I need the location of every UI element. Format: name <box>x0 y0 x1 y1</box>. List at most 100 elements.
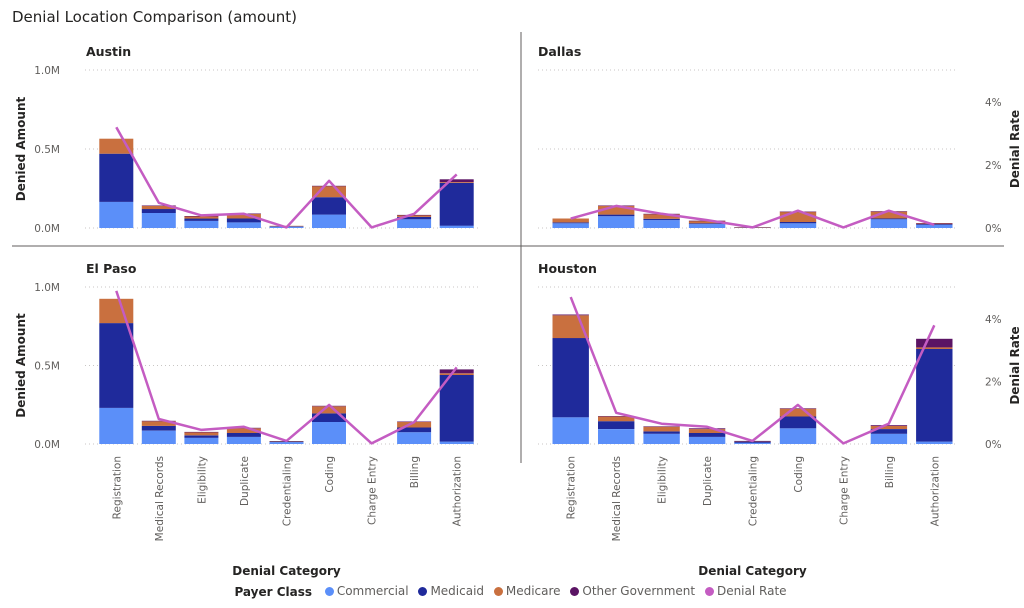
x-tick-label: Coding <box>793 456 805 493</box>
bar-other-government-authorization <box>439 369 474 374</box>
bar-other-government-coding <box>312 185 346 187</box>
bar-other-government-authorization <box>916 338 953 348</box>
bar-medicare-billing <box>870 425 908 429</box>
bar-medicare-duplicate <box>688 429 726 433</box>
bar-medicaid-coding <box>312 413 346 422</box>
bar-medicaid-billing <box>397 427 432 433</box>
bar-medicaid-authorization <box>439 374 474 442</box>
bar-medicaid-registration <box>552 338 589 418</box>
bar-commercial-billing <box>870 219 908 228</box>
x-tick-label: Authorization <box>929 456 941 526</box>
bar-medicaid-authorization <box>916 349 953 442</box>
denial-rate-line <box>115 290 458 445</box>
bar-medicare-billing <box>397 215 432 217</box>
bar-commercial-eligibility <box>184 437 219 444</box>
legend-label: Medicare <box>505 584 561 598</box>
bar-medicare-duplicate <box>688 220 726 224</box>
bar-commercial-registration <box>552 223 589 228</box>
bar-medicaid-registration <box>99 323 134 408</box>
bar-other-government-authorization <box>439 179 474 183</box>
bar-commercial-credentialing <box>734 442 771 444</box>
bar-other-government-registration <box>552 314 589 316</box>
bar-commercial-duplicate <box>688 436 726 444</box>
bar-medicare-eligibility <box>184 432 219 436</box>
legend-item-denial-rate[interactable]: Denial Rate <box>704 584 787 598</box>
bar-commercial-authorization <box>439 225 474 228</box>
bar-commercial-coding <box>312 214 346 228</box>
y-tick-label: 0.0M <box>34 439 60 451</box>
x-tick-label: Coding <box>324 456 336 493</box>
bar-medicare-registration <box>552 218 589 223</box>
panel-title: Austin <box>86 44 131 59</box>
bar-medicaid-eligibility <box>184 435 219 438</box>
bar-medicare-eligibility <box>184 216 219 219</box>
bar-other-government-billing <box>870 425 908 426</box>
bar-commercial-billing <box>397 432 432 444</box>
bar-medicaid-billing <box>870 218 908 220</box>
x-tick-label: Registration <box>111 456 123 519</box>
bar-medicaid-eligibility <box>184 218 219 221</box>
bar-medicaid-medical-records <box>598 214 635 217</box>
bar-other-government-duplicate <box>688 428 726 430</box>
y2-tick-label: 0% <box>985 439 1002 451</box>
x-tick-label: Medical Records <box>611 456 623 541</box>
legend-label: Denial Rate <box>716 584 787 598</box>
bar-commercial-medical-records <box>141 430 176 444</box>
bar-medicare-eligibility <box>643 214 680 219</box>
legend-dot-icon <box>570 586 580 596</box>
legend-label: Commercial <box>336 584 409 598</box>
x-tick-label: Credentialing <box>748 456 760 526</box>
bar-medicaid-authorization <box>439 183 474 226</box>
bar-medicare-coding <box>312 186 346 198</box>
x-tick-label: Medical Records <box>154 456 166 541</box>
bar-medicare-registration <box>99 298 134 324</box>
bar-other-government-medical-records <box>141 420 176 422</box>
x-tick-label: Eligibility <box>657 456 669 504</box>
bar-commercial-credentialing <box>269 442 304 444</box>
panel-title: Houston <box>538 261 597 276</box>
x-axis-title: Denial Category <box>232 564 341 578</box>
legend-item-medicaid[interactable]: Medicaid <box>418 584 484 598</box>
x-tick-label: Billing <box>884 456 896 488</box>
bar-medicaid-coding <box>779 416 817 429</box>
bar-medicare-medical-records <box>141 421 176 426</box>
y-tick-label: 0.0M <box>34 223 60 235</box>
legend-item-commercial[interactable]: Commercial <box>324 584 409 598</box>
bar-medicare-medical-records <box>598 416 635 422</box>
x-tick-label: Registration <box>566 456 578 519</box>
bar-other-government-medical-records <box>141 205 176 206</box>
bar-medicaid-eligibility <box>643 431 680 434</box>
legend-title: Payer Class <box>234 584 312 599</box>
bar-commercial-authorization <box>916 441 953 444</box>
bar-commercial-medical-records <box>598 429 635 444</box>
bar-medicaid-eligibility <box>643 218 680 221</box>
panel-austin: Austin 0.0M 0.5M 1.0M Denied Amount <box>14 44 478 235</box>
legend-item-medicare[interactable]: Medicare <box>493 584 561 598</box>
bar-medicare-authorization <box>439 182 474 183</box>
bar-commercial-medical-records <box>598 216 635 228</box>
y2-tick-label: 4% <box>985 314 1002 326</box>
bar-medicaid-duplicate <box>226 218 261 223</box>
bar-commercial-eligibility <box>184 220 219 228</box>
bar-medicaid-medical-records <box>141 209 176 213</box>
x-tick-label: Billing <box>409 456 421 488</box>
x-tick-label: Duplicate <box>239 456 251 506</box>
bar-commercial-registration <box>99 201 134 228</box>
legend-dot-icon <box>324 586 334 596</box>
y-tick-label: 0.5M <box>34 144 60 156</box>
panel-title: El Paso <box>86 261 137 276</box>
bar-other-government-coding <box>779 408 817 409</box>
bar-medicare-medical-records <box>141 205 176 210</box>
bar-other-government-authorization <box>916 223 953 224</box>
x-axis-title: Denial Category <box>698 564 807 578</box>
bar-other-government-eligibility <box>643 426 680 427</box>
legend-item-other-government[interactable]: Other Government <box>570 584 695 598</box>
x-tick-label: Authorization <box>452 456 464 526</box>
x-tick-label: Duplicate <box>702 456 714 506</box>
y2-axis-title: Denial Rate <box>1008 326 1022 404</box>
x-tick-label: Credentialing <box>282 456 294 526</box>
panel-title: Dallas <box>538 44 581 59</box>
y2-tick-label: 4% <box>985 97 1002 109</box>
page-title: Denial Location Comparison (amount) <box>12 8 297 26</box>
bar-other-government-medical-records <box>598 416 635 417</box>
